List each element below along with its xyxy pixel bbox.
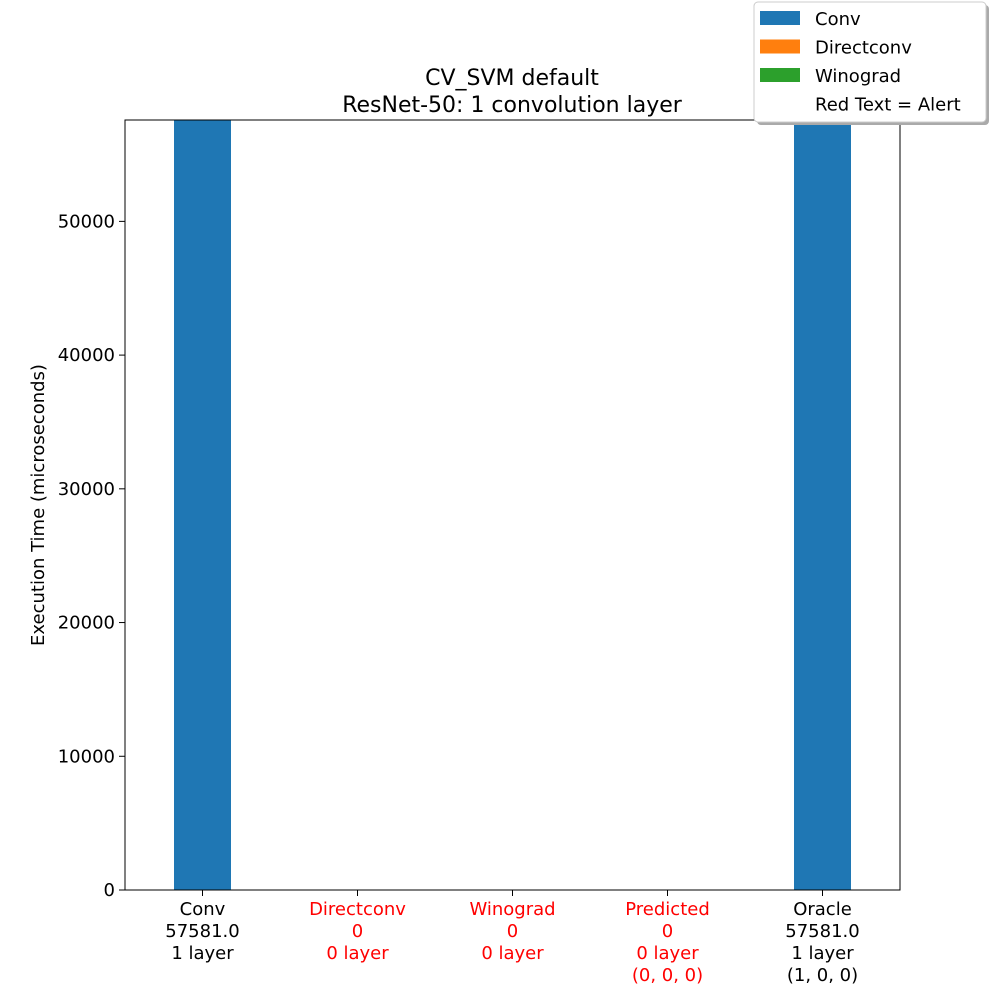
legend-label: Directconv [815,38,912,59]
x-tick-label: Conv [180,899,226,920]
x-tick-label: Oracle [793,899,852,920]
x-tick-label: 0 layer [481,943,544,964]
x-tick-label: 57581.0 [165,921,239,942]
y-axis-label: Execution Time (microseconds) [28,364,49,646]
bar-conv-0 [174,120,231,890]
legend-swatch-directconv [760,39,800,54]
chart-subtitle: ResNet-50: 1 convolution layer [342,93,683,118]
legend-box [753,1,987,123]
x-tick-label: (1, 0, 0) [787,965,858,986]
y-tick-label: 40000 [58,345,115,366]
bars-group [174,120,851,890]
x-tick-label: Predicted [625,899,710,920]
y-tick-label: 30000 [58,479,115,500]
x-tick-label: 0 layer [636,943,699,964]
y-tick-label: 50000 [58,211,115,232]
y-tick-label: 10000 [58,746,115,767]
legend-label: Red Text = Alert [815,95,961,116]
legend-label: Conv [815,9,861,30]
x-tick-label: 0 [507,921,518,942]
x-tick-label: 0 layer [326,943,389,964]
plot-frame [124,119,901,891]
x-tick-label: 0 [352,921,363,942]
legend: Conv Directconv Winograd Red Text = Alert [753,1,989,125]
y-axis: 0 10000 20000 30000 40000 50000 [58,211,125,901]
bar-conv-4 [794,120,851,890]
legend-label: Winograd [815,66,901,87]
x-tick-label: 57581.0 [785,921,859,942]
y-tick-label: 0 [104,880,115,901]
chart-title: CV_SVM default [425,66,599,91]
x-tick-label: 1 layer [171,943,234,964]
x-tick-label: 0 [662,921,673,942]
x-tick-label: Winograd [469,899,555,920]
x-tick-label: 1 layer [791,943,854,964]
legend-swatch-winograd [760,68,800,82]
legend-swatch-conv [760,11,800,25]
y-tick-label: 20000 [58,613,115,634]
x-tick-label: Directconv [309,899,406,920]
x-tick-label: (0, 0, 0) [632,965,703,986]
